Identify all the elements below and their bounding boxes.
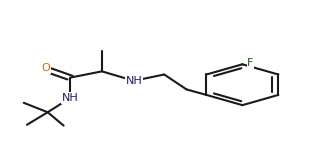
Text: F: F bbox=[247, 59, 253, 68]
Text: O: O bbox=[42, 63, 51, 73]
Text: NH: NH bbox=[126, 76, 142, 86]
Text: NH: NH bbox=[62, 93, 78, 103]
